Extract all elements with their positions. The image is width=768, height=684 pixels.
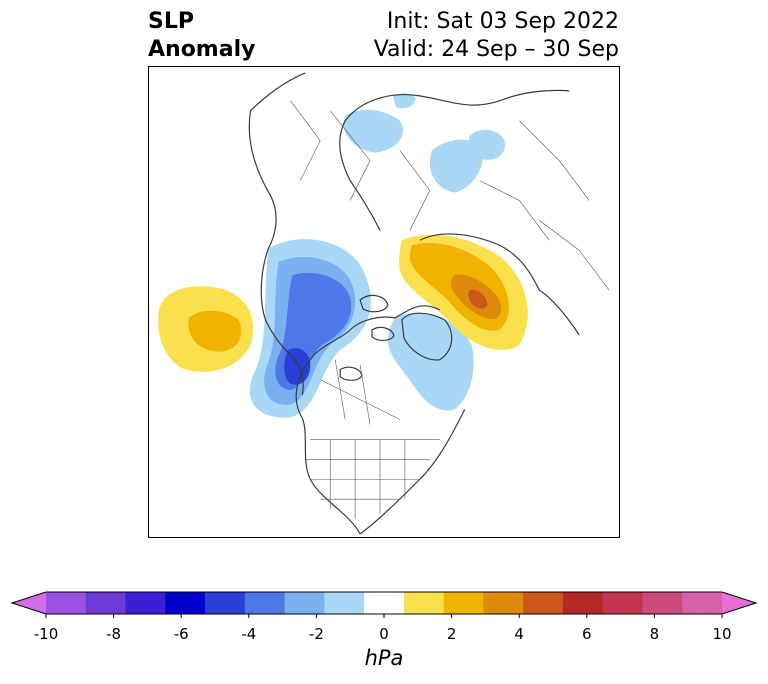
title-line-2: Anomaly xyxy=(148,37,256,62)
anomaly-map xyxy=(148,66,620,538)
colorbar-segment xyxy=(125,592,166,614)
colorbar-segment xyxy=(46,592,87,614)
colorbar-units: hPa xyxy=(364,646,404,670)
colorbar-tick-label: 2 xyxy=(446,625,457,643)
colorbar-segment xyxy=(483,592,524,614)
positive-anomalies xyxy=(158,234,528,372)
greenland-coast xyxy=(401,312,453,361)
colorbar-tick-label: -4 xyxy=(241,625,257,643)
map-title: SLP Anomaly xyxy=(148,8,255,64)
colorbar-tick-label: 4 xyxy=(514,625,524,643)
negative-anomalies xyxy=(249,93,505,418)
neg-anomaly-small xyxy=(392,93,416,109)
colorbar-segment xyxy=(602,592,643,614)
colorbar-segment xyxy=(284,592,325,614)
colorbar-extend-min xyxy=(12,592,46,614)
colorbar-segment xyxy=(682,592,723,614)
colorbar-segment xyxy=(165,592,206,614)
alaska-coast xyxy=(260,248,304,395)
colorbar-tick-label: -6 xyxy=(173,625,189,643)
map-subtitle: Init: Sat 03 Sep 2022 Valid: 24 Sep – 30… xyxy=(374,8,619,64)
canada-provinces xyxy=(320,359,401,425)
colorbar-tick-label: -8 xyxy=(106,625,122,643)
us-states-grid xyxy=(305,439,440,520)
colorbar-segment xyxy=(85,592,127,614)
colorbar-tick-label: 8 xyxy=(649,625,660,643)
colorbar-tick-label: -2 xyxy=(308,625,324,643)
neg-anomaly-north-pacific-core xyxy=(284,348,311,385)
neg-anomaly-kamchatka xyxy=(468,129,505,160)
pos-anomaly-west-pacific-mod xyxy=(188,310,242,352)
colorbar-segment xyxy=(244,592,286,614)
valid-range: Valid: 24 Sep – 30 Sep xyxy=(373,37,619,62)
colorbar-segment xyxy=(562,592,604,614)
colorbar xyxy=(10,591,758,618)
init-date: Init: Sat 03 Sep 2022 xyxy=(386,9,619,34)
neg-anomaly-siberia xyxy=(343,109,404,153)
colorbar-segment xyxy=(324,592,365,614)
colorbar-tick-label: -10 xyxy=(33,625,59,643)
pos-anomaly-scandinavia-core xyxy=(468,289,488,309)
eurasia-coast xyxy=(339,89,580,336)
colorbar-segment xyxy=(205,592,246,614)
colorbar-segment xyxy=(523,592,564,614)
neg-anomaly-east-siberia xyxy=(429,139,483,193)
colorbar-tick-label: 0 xyxy=(379,625,389,643)
colorbar-segment xyxy=(403,592,445,614)
colorbar-tick-label: 10 xyxy=(712,625,732,643)
colorbar-extend-max xyxy=(722,592,756,614)
map-svg xyxy=(158,72,610,535)
eurasia-borders xyxy=(290,100,610,291)
colorbar-segment xyxy=(443,592,484,614)
political-borders xyxy=(290,100,610,520)
title-line-1: SLP xyxy=(148,9,194,34)
colorbar-segment xyxy=(642,592,683,614)
colorbar-segment xyxy=(364,592,405,614)
colorbar-tick-label: 6 xyxy=(582,625,592,643)
asia-east-coast xyxy=(248,72,306,249)
